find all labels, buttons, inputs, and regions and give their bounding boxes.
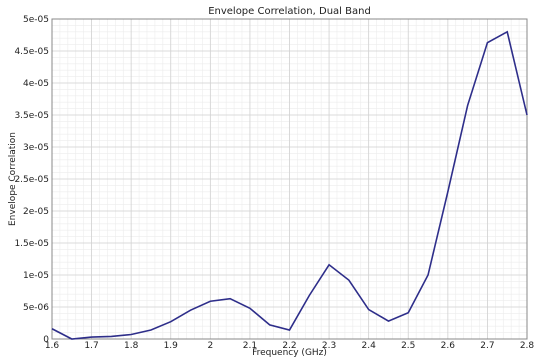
x-tick-label: 1.7 bbox=[84, 341, 98, 351]
y-tick-label: 2.5e-05 bbox=[14, 175, 49, 185]
data-point bbox=[189, 309, 191, 311]
data-point bbox=[367, 308, 369, 310]
x-tick-label: 2.6 bbox=[441, 341, 456, 351]
x-tick-label: 2.7 bbox=[480, 341, 494, 351]
data-point bbox=[288, 329, 290, 331]
data-point bbox=[51, 328, 53, 330]
data-point bbox=[209, 300, 211, 302]
data-point bbox=[110, 335, 112, 337]
data-point bbox=[486, 41, 488, 43]
x-tick-label: 2.3 bbox=[322, 341, 336, 351]
chart-title: Envelope Correlation, Dual Band bbox=[208, 6, 371, 17]
data-point bbox=[90, 336, 92, 338]
y-tick-label: 4e-05 bbox=[23, 79, 49, 89]
data-point bbox=[249, 307, 251, 309]
y-axis-label: Envelope Correlation bbox=[8, 132, 18, 226]
data-point bbox=[387, 320, 389, 322]
data-point bbox=[229, 297, 231, 299]
grid bbox=[51, 18, 528, 340]
x-tick-label: 2.4 bbox=[362, 341, 377, 351]
data-point bbox=[447, 191, 449, 193]
x-tick-label: 1.9 bbox=[164, 341, 179, 351]
data-point bbox=[170, 321, 172, 323]
series-line bbox=[51, 30, 528, 340]
data-point bbox=[466, 104, 468, 106]
y-tick-label: 3e-05 bbox=[23, 143, 49, 153]
x-tick-label: 2 bbox=[207, 341, 213, 351]
data-point bbox=[348, 279, 350, 281]
data-point bbox=[308, 294, 310, 296]
data-point bbox=[328, 264, 330, 266]
x-tick-label: 2.5 bbox=[401, 341, 415, 351]
x-tick-label: 1.8 bbox=[124, 341, 139, 351]
data-point bbox=[130, 333, 132, 335]
data-point bbox=[71, 338, 73, 340]
x-tick-label: 2.1 bbox=[243, 341, 257, 351]
y-tick-label: 5e-05 bbox=[23, 15, 49, 25]
data-point bbox=[407, 312, 409, 314]
x-tick-label: 2.8 bbox=[520, 341, 535, 351]
data-point bbox=[506, 31, 508, 33]
y-tick-label: 4.5e-05 bbox=[14, 47, 49, 57]
x-tick-label: 1.6 bbox=[45, 341, 60, 351]
data-point bbox=[526, 114, 528, 116]
data-point bbox=[150, 329, 152, 331]
y-tick-label: 0 bbox=[43, 335, 49, 345]
tick-labels: 1.6 1.7 1.8 1.9 2 2.1 2.2 2.3 2.4 2.5 2.6 2.7 2.8 0 5e… bbox=[14, 15, 534, 351]
x-tick-label: 2.2 bbox=[282, 341, 296, 351]
plot-frame bbox=[51, 18, 528, 340]
y-tick-label: 1e-05 bbox=[23, 271, 49, 281]
y-tick-label: 1.5e-05 bbox=[14, 239, 49, 249]
x-axis-label: Frequency (GHz) bbox=[252, 348, 327, 357]
data-point bbox=[427, 274, 429, 276]
y-tick-label: 2e-05 bbox=[23, 207, 49, 217]
y-tick-label: 3.5e-05 bbox=[14, 111, 49, 121]
data-point bbox=[269, 324, 271, 326]
y-tick-label: 5e-06 bbox=[23, 303, 49, 313]
